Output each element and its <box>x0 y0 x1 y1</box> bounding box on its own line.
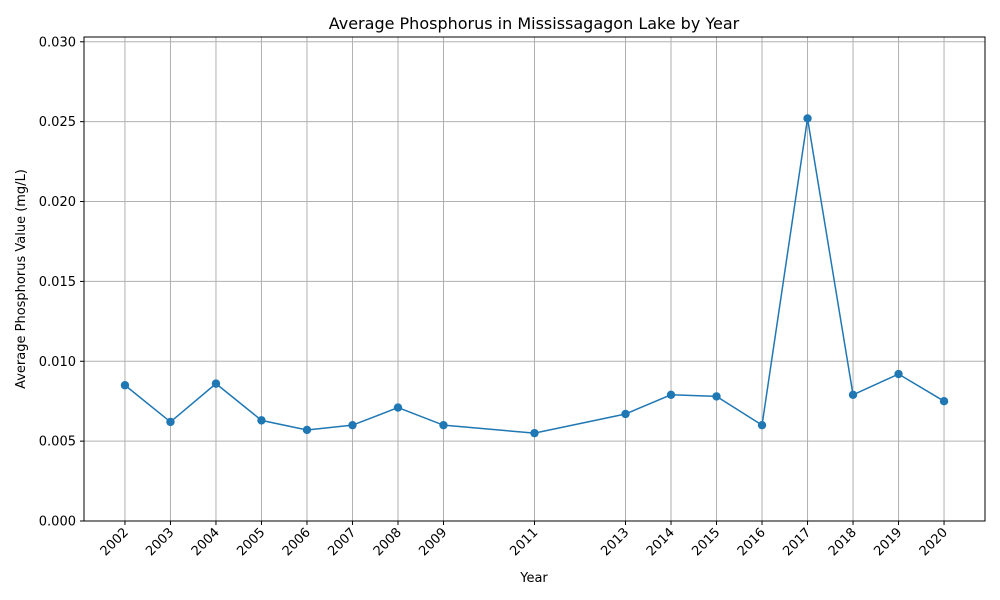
data-point <box>939 396 949 406</box>
data-point <box>894 369 903 379</box>
y-tick-label: 0.015 <box>39 275 76 290</box>
data-point <box>348 420 357 430</box>
data-point <box>393 403 403 412</box>
data-point <box>302 425 312 435</box>
y-tick-label: 0.010 <box>39 355 76 370</box>
data-point <box>803 114 812 123</box>
data-point <box>166 417 175 427</box>
data-point <box>530 428 539 438</box>
y-tick-label: 0.020 <box>39 195 76 210</box>
series-layer <box>120 114 949 438</box>
y-tick-label: 0.030 <box>39 35 76 50</box>
data-point <box>848 390 858 400</box>
chart-title: Average Phosphorus in Mississagagon Lake… <box>329 14 740 33</box>
y-tick-label: 0.005 <box>39 435 76 450</box>
data-point <box>257 416 266 425</box>
data-point <box>211 379 221 388</box>
y-tick-label: 0.025 <box>39 115 76 130</box>
data-point <box>757 420 767 430</box>
y-axis-label: Average Phosphorus Value (mg/L) <box>14 169 29 389</box>
data-point <box>439 420 448 430</box>
data-point <box>712 392 721 401</box>
x-axis-label: Year <box>519 571 548 586</box>
data-point <box>621 409 630 419</box>
data-point <box>120 381 130 390</box>
data-point <box>666 390 676 400</box>
y-tick-label: 0.000 <box>39 515 76 530</box>
